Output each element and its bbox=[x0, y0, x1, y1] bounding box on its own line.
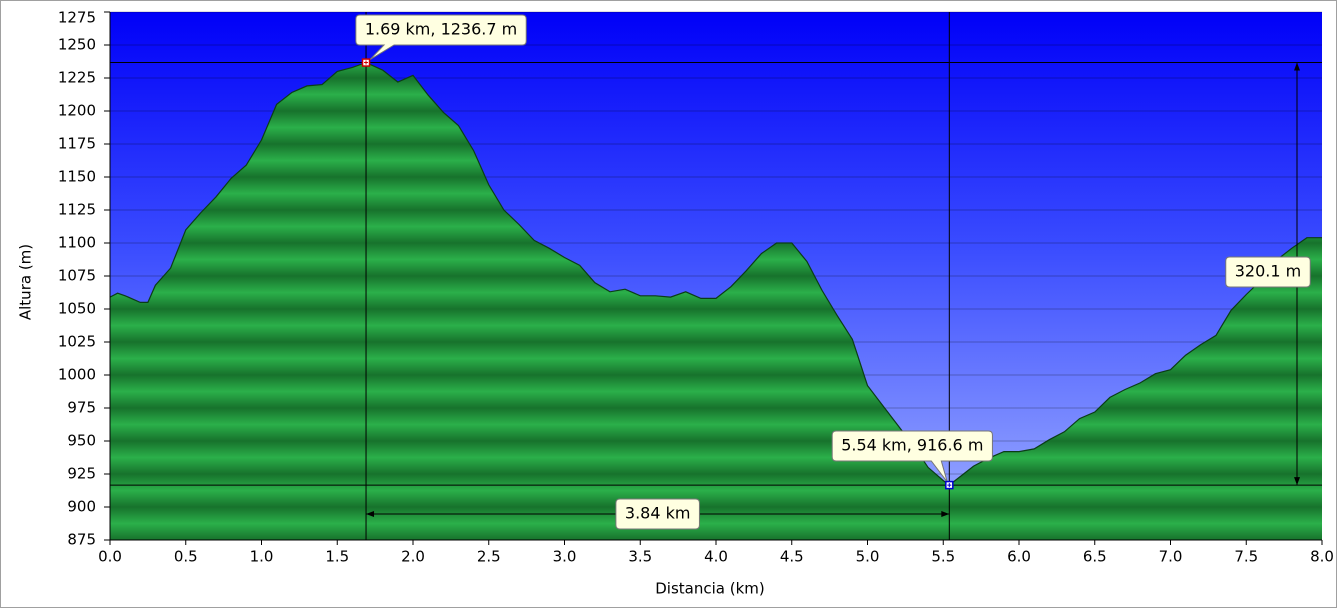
x-tick-label: 7.5 bbox=[1234, 548, 1258, 566]
elevation-line bbox=[109, 61, 1322, 486]
y-tick-label: 1225 bbox=[58, 69, 96, 87]
x-tick-label: 0.5 bbox=[174, 548, 198, 566]
marker-1-callout: 5.54 km, 916.6 m bbox=[831, 430, 993, 483]
x-tick-label: 6.5 bbox=[1083, 548, 1107, 566]
y-tick-label: 1200 bbox=[58, 102, 96, 120]
y-tick-label: 975 bbox=[67, 399, 96, 417]
x-tick-label: 2.0 bbox=[401, 548, 425, 566]
x-tick-label: 3.5 bbox=[628, 548, 652, 566]
elevation-area bbox=[110, 62, 1322, 540]
marker-0-text: 1.69 km, 1236.7 m bbox=[365, 20, 517, 39]
point-cross bbox=[364, 60, 369, 65]
y-tick-label: 1025 bbox=[58, 333, 96, 351]
y-tick-label: 1000 bbox=[58, 366, 96, 384]
y-tick-label: 900 bbox=[67, 498, 96, 516]
y-tick-label: 925 bbox=[67, 465, 96, 483]
distance-text: 3.84 km bbox=[625, 504, 691, 523]
x-tick-label: 6.0 bbox=[1007, 548, 1031, 566]
x-tick-label: 4.0 bbox=[704, 548, 728, 566]
marker-1-text: 5.54 km, 916.6 m bbox=[841, 436, 983, 455]
x-tick-label: 2.5 bbox=[477, 548, 501, 566]
arrow-head bbox=[941, 511, 950, 517]
y-tick-label: 1250 bbox=[58, 36, 96, 54]
y-tick-label: 1050 bbox=[58, 300, 96, 318]
x-tick-label: 8.0 bbox=[1310, 548, 1334, 566]
y-axis-label: Altura (m) bbox=[17, 244, 35, 320]
y-tick-label: 1150 bbox=[58, 168, 96, 186]
x-tick-label: 4.5 bbox=[780, 548, 804, 566]
x-tick-label: 1.0 bbox=[250, 548, 274, 566]
height-box bbox=[1225, 256, 1311, 288]
x-tick-label: 7.0 bbox=[1159, 548, 1183, 566]
distance-box bbox=[615, 498, 700, 530]
x-tick-label: 5.5 bbox=[931, 548, 955, 566]
y-tick-label: 1075 bbox=[58, 267, 96, 285]
y-tick-label: 950 bbox=[67, 432, 96, 450]
y-tick-label: 1275 bbox=[58, 9, 96, 27]
height-callout: 320.1 m bbox=[1225, 256, 1311, 288]
x-axis-label: Distancia (km) bbox=[655, 580, 765, 598]
point-cross bbox=[947, 483, 952, 488]
marker-0-callout: 1.69 km, 1236.7 m bbox=[355, 14, 527, 60]
y-tick-label: 1100 bbox=[58, 234, 96, 252]
y-tick-label: 1175 bbox=[58, 135, 96, 153]
x-tick-label: 5.0 bbox=[856, 548, 880, 566]
marker-0-box bbox=[355, 14, 527, 60]
height-text: 320.1 m bbox=[1235, 262, 1301, 281]
marker-1-box bbox=[831, 430, 993, 483]
x-tick-label: 1.5 bbox=[325, 548, 349, 566]
y-tick-label: 1125 bbox=[58, 201, 96, 219]
distance-callout: 3.84 km bbox=[615, 498, 700, 530]
y-tick-label: 875 bbox=[67, 531, 96, 549]
x-tick-label: 0.0 bbox=[98, 548, 122, 566]
arrow-head bbox=[1294, 62, 1300, 71]
arrow-head bbox=[366, 511, 375, 517]
arrow-head bbox=[1294, 477, 1300, 486]
x-tick-label: 3.0 bbox=[553, 548, 577, 566]
